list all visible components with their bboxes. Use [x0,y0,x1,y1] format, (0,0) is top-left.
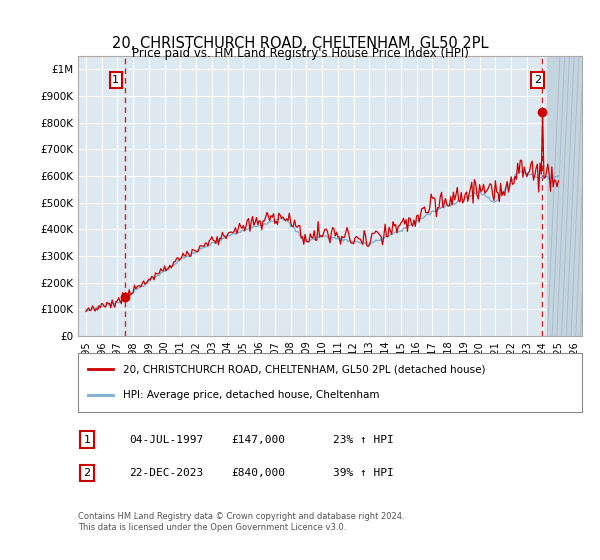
Text: 1: 1 [112,75,119,85]
Text: 2: 2 [534,75,541,85]
Text: 20, CHRISTCHURCH ROAD, CHELTENHAM, GL50 2PL: 20, CHRISTCHURCH ROAD, CHELTENHAM, GL50 … [112,36,488,51]
Text: £147,000: £147,000 [231,435,285,445]
Text: 04-JUL-1997: 04-JUL-1997 [129,435,203,445]
Text: Contains HM Land Registry data © Crown copyright and database right 2024.
This d: Contains HM Land Registry data © Crown c… [78,512,404,532]
Text: 23% ↑ HPI: 23% ↑ HPI [333,435,394,445]
Text: Price paid vs. HM Land Registry's House Price Index (HPI): Price paid vs. HM Land Registry's House … [131,46,469,60]
Text: 39% ↑ HPI: 39% ↑ HPI [333,468,394,478]
Text: 1: 1 [83,435,91,445]
Text: 22-DEC-2023: 22-DEC-2023 [129,468,203,478]
Text: £840,000: £840,000 [231,468,285,478]
Text: 2: 2 [83,468,91,478]
Text: 20, CHRISTCHURCH ROAD, CHELTENHAM, GL50 2PL (detached house): 20, CHRISTCHURCH ROAD, CHELTENHAM, GL50 … [124,364,486,374]
Text: HPI: Average price, detached house, Cheltenham: HPI: Average price, detached house, Chel… [124,390,380,400]
Bar [547,43,582,336]
FancyBboxPatch shape [78,353,582,412]
